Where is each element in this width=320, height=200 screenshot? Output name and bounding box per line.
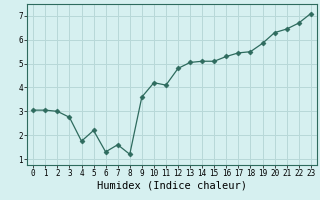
X-axis label: Humidex (Indice chaleur): Humidex (Indice chaleur) [97,181,247,191]
